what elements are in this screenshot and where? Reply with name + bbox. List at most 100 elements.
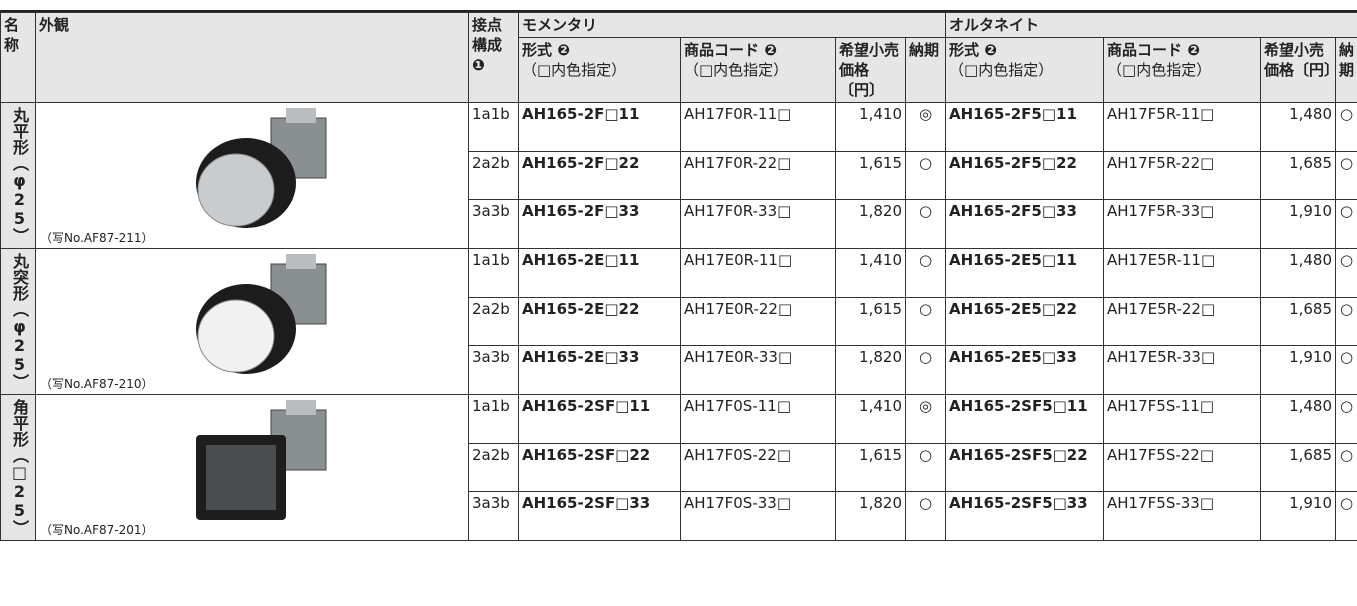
product-code: AH17E0R-22□ xyxy=(681,297,836,346)
contact: 3a3b xyxy=(469,346,519,395)
product-photo xyxy=(176,400,376,525)
product-code: AH17F5S-22□ xyxy=(1104,443,1261,492)
model: AH165-2SF5□11 xyxy=(946,395,1104,444)
price: 1,910 xyxy=(1261,200,1336,249)
price: 1,410 xyxy=(836,103,906,152)
column-header: 商品コード ❷（□内色指定） xyxy=(681,38,836,103)
name-header: 名称 xyxy=(1,13,36,103)
product-photo xyxy=(176,254,376,379)
price: 1,615 xyxy=(836,443,906,492)
delivery: ○ xyxy=(906,200,946,249)
price: 1,615 xyxy=(836,297,906,346)
product-code: AH17F5S-33□ xyxy=(1104,492,1261,541)
model: AH165-2F□11 xyxy=(519,103,681,152)
price: 1,410 xyxy=(836,249,906,298)
contact: 2a2b xyxy=(469,151,519,200)
column-header: 形式 ❷（□内色指定） xyxy=(519,38,681,103)
photo-caption: （写No.AF87-201） xyxy=(40,521,154,538)
price: 1,410 xyxy=(836,395,906,444)
delivery: ○ xyxy=(906,297,946,346)
delivery: ◎ xyxy=(906,103,946,152)
column-label: 商品コード ❷ xyxy=(1107,40,1257,60)
column-label: 納期 xyxy=(1339,40,1354,80)
product-code: AH17E5R-33□ xyxy=(1104,346,1261,395)
price: 1,820 xyxy=(836,492,906,541)
delivery: ○ xyxy=(906,249,946,298)
column-label: 形式 ❷ xyxy=(949,40,1100,60)
delivery: ○ xyxy=(1336,103,1357,152)
product-code: AH17F0R-33□ xyxy=(681,200,836,249)
column-label: 納期 xyxy=(909,40,942,60)
photo-caption: （写No.AF87-210） xyxy=(40,375,154,392)
group-name: 丸突形（φ25） xyxy=(1,249,36,395)
photo-shape xyxy=(286,254,316,269)
delivery: ○ xyxy=(1336,151,1357,200)
price: 1,820 xyxy=(836,200,906,249)
column-label: 商品コード ❷ xyxy=(684,40,832,60)
product-photo xyxy=(176,108,376,233)
model: AH165-2E□22 xyxy=(519,297,681,346)
product-code: AH17F0S-11□ xyxy=(681,395,836,444)
model: AH165-2SF□22 xyxy=(519,443,681,492)
column-header: 納期 xyxy=(1336,38,1357,103)
model: AH165-2SF□33 xyxy=(519,492,681,541)
column-header: 希望小売価格〔円〕 xyxy=(1261,38,1336,103)
price: 1,820 xyxy=(836,346,906,395)
product-code: AH17F0R-22□ xyxy=(681,151,836,200)
price: 1,615 xyxy=(836,151,906,200)
product-code: AH17E0R-33□ xyxy=(681,346,836,395)
model: AH165-2F□22 xyxy=(519,151,681,200)
column-note: （□内色指定） xyxy=(949,60,1100,80)
model: AH165-2E5□22 xyxy=(946,297,1104,346)
column-note: （□内色指定） xyxy=(522,60,677,80)
delivery: ○ xyxy=(1336,492,1357,541)
price: 1,685 xyxy=(1261,443,1336,492)
price: 1,685 xyxy=(1261,151,1336,200)
product-code: AH17E0R-11□ xyxy=(681,249,836,298)
group-name: 丸平形（φ25） xyxy=(1,103,36,249)
contact: 1a1b xyxy=(469,103,519,152)
model: AH165-2SF□11 xyxy=(519,395,681,444)
contact-label: 接点構成 xyxy=(472,16,502,54)
column-note: （□内色指定） xyxy=(684,60,832,80)
contact: 2a2b xyxy=(469,443,519,492)
delivery: ○ xyxy=(1336,443,1357,492)
delivery: ○ xyxy=(1336,200,1357,249)
delivery: ◎ xyxy=(906,395,946,444)
appearance-cell: （写No.AF87-201） xyxy=(36,395,469,541)
price: 1,685 xyxy=(1261,297,1336,346)
model: AH165-2SF5□33 xyxy=(946,492,1104,541)
price: 1,480 xyxy=(1261,395,1336,444)
product-code: AH17F5R-22□ xyxy=(1104,151,1261,200)
appearance-cell: （写No.AF87-210） xyxy=(36,249,469,395)
photo-shape xyxy=(198,154,274,226)
contact: 3a3b xyxy=(469,492,519,541)
model: AH165-2SF5□22 xyxy=(946,443,1104,492)
delivery: ○ xyxy=(906,492,946,541)
model: AH165-2E5□11 xyxy=(946,249,1104,298)
delivery: ○ xyxy=(1336,249,1357,298)
group-name: 角平形（□25） xyxy=(1,395,36,541)
price: 1,910 xyxy=(1261,492,1336,541)
photo-shape xyxy=(286,108,316,123)
model: AH165-2E5□33 xyxy=(946,346,1104,395)
photo-shape xyxy=(286,400,316,415)
product-code: AH17F5R-11□ xyxy=(1104,103,1261,152)
contact: 2a2b xyxy=(469,297,519,346)
model: AH165-2F5□11 xyxy=(946,103,1104,152)
contact: 1a1b xyxy=(469,395,519,444)
column-note: （□内色指定） xyxy=(1107,60,1257,80)
momentary-header: モメンタリ xyxy=(519,13,946,38)
appearance-cell: （写No.AF87-211） xyxy=(36,103,469,249)
model: AH165-2F5□22 xyxy=(946,151,1104,200)
model: AH165-2F□33 xyxy=(519,200,681,249)
column-label: 希望小売価格〔円〕 xyxy=(839,40,902,100)
model: AH165-2F5□33 xyxy=(946,200,1104,249)
price: 1,480 xyxy=(1261,249,1336,298)
delivery: ○ xyxy=(1336,395,1357,444)
